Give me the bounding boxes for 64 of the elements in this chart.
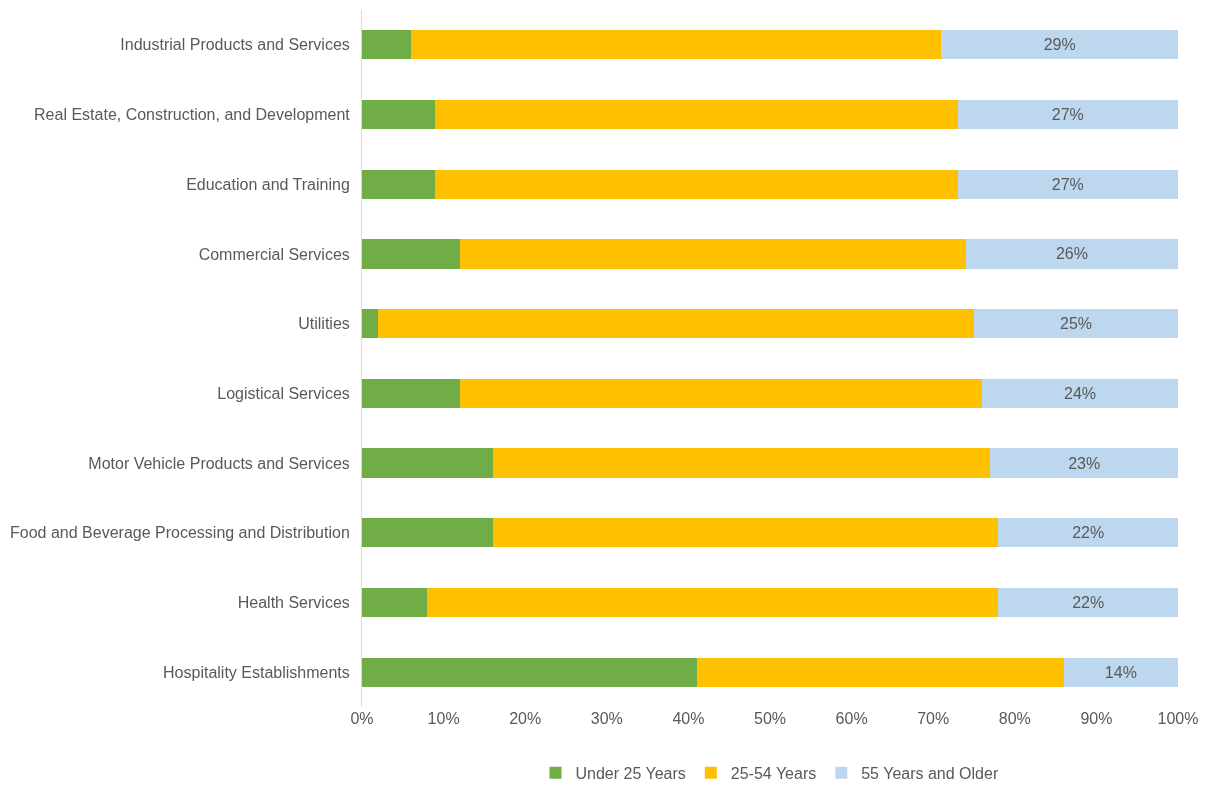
- bar: [974, 309, 1178, 339]
- y-tick-label: Commercial Services: [198, 245, 350, 263]
- bar: [362, 99, 436, 130]
- data-label: 23%: [1068, 454, 1101, 472]
- bar: [1063, 657, 1178, 687]
- data-label: 14%: [1104, 663, 1137, 681]
- y-tick-label: Education and Training: [186, 175, 350, 193]
- y-tick-label: Industrial Products and Services: [120, 36, 350, 54]
- bar: [941, 30, 1178, 60]
- data-label: 27%: [1051, 175, 1084, 193]
- data-label: 27%: [1051, 106, 1084, 124]
- bar: [362, 657, 697, 687]
- bar: [459, 378, 983, 408]
- x-tick-label: 80%: [998, 710, 1031, 727]
- bar: [696, 657, 1064, 687]
- y-tick-label: Hospitality Establishments: [163, 663, 350, 681]
- x-tick-label: 0%: [350, 710, 374, 727]
- x-tick-label: 90%: [1080, 710, 1113, 727]
- y-tick-label: Food and Beverage Processing and Distribution: [10, 524, 350, 542]
- x-tick-label: 100%: [1157, 710, 1199, 727]
- bar: [362, 587, 428, 618]
- y-tick-label: Utilities: [298, 315, 350, 333]
- bar: [492, 518, 999, 548]
- data-label: 22%: [1072, 524, 1105, 542]
- x-tick-label: 60%: [835, 710, 868, 727]
- bar: [957, 169, 1178, 199]
- bar: [982, 378, 1178, 408]
- bar: [362, 169, 436, 199]
- bar: [998, 518, 1178, 548]
- bar: [990, 448, 1178, 478]
- bar: [378, 309, 974, 339]
- y-tick-label: Motor Vehicle Products and Services: [88, 454, 350, 472]
- legend-label: 25-54 Years: [730, 764, 817, 782]
- bar: [410, 30, 942, 60]
- data-label: 22%: [1072, 593, 1105, 611]
- bar: [965, 239, 1178, 269]
- bar: [362, 239, 460, 269]
- y-tick-label: Health Services: [237, 594, 350, 612]
- x-tick-label: 50%: [753, 710, 787, 727]
- bar: [362, 309, 379, 339]
- x-tick-label: 10%: [427, 710, 460, 727]
- bar: [427, 587, 999, 618]
- x-tick-label: 40%: [672, 710, 705, 727]
- x-tick-label: 20%: [509, 710, 542, 727]
- bar: [998, 587, 1178, 618]
- y-tick-label: Logistical Services: [217, 384, 350, 402]
- bar: [459, 239, 966, 269]
- bar: [435, 169, 958, 199]
- x-tick-label: 30%: [590, 710, 623, 727]
- x-tick-label: 70%: [917, 710, 950, 727]
- bar: [492, 448, 991, 478]
- data-label: 24%: [1064, 384, 1097, 402]
- legend-label: 55 Years and Older: [861, 764, 999, 782]
- bar: [362, 30, 411, 60]
- bar: [435, 99, 958, 130]
- legend-label: Under 25 Years: [575, 764, 686, 782]
- bar: [957, 99, 1178, 130]
- y-tick-label: Real Estate, Construction, and Development: [34, 106, 351, 124]
- data-label: 29%: [1043, 36, 1076, 54]
- bar: [362, 378, 460, 408]
- data-label: 26%: [1055, 245, 1088, 263]
- bar: [362, 518, 493, 548]
- data-label: 25%: [1059, 315, 1093, 333]
- bar: [362, 448, 493, 478]
